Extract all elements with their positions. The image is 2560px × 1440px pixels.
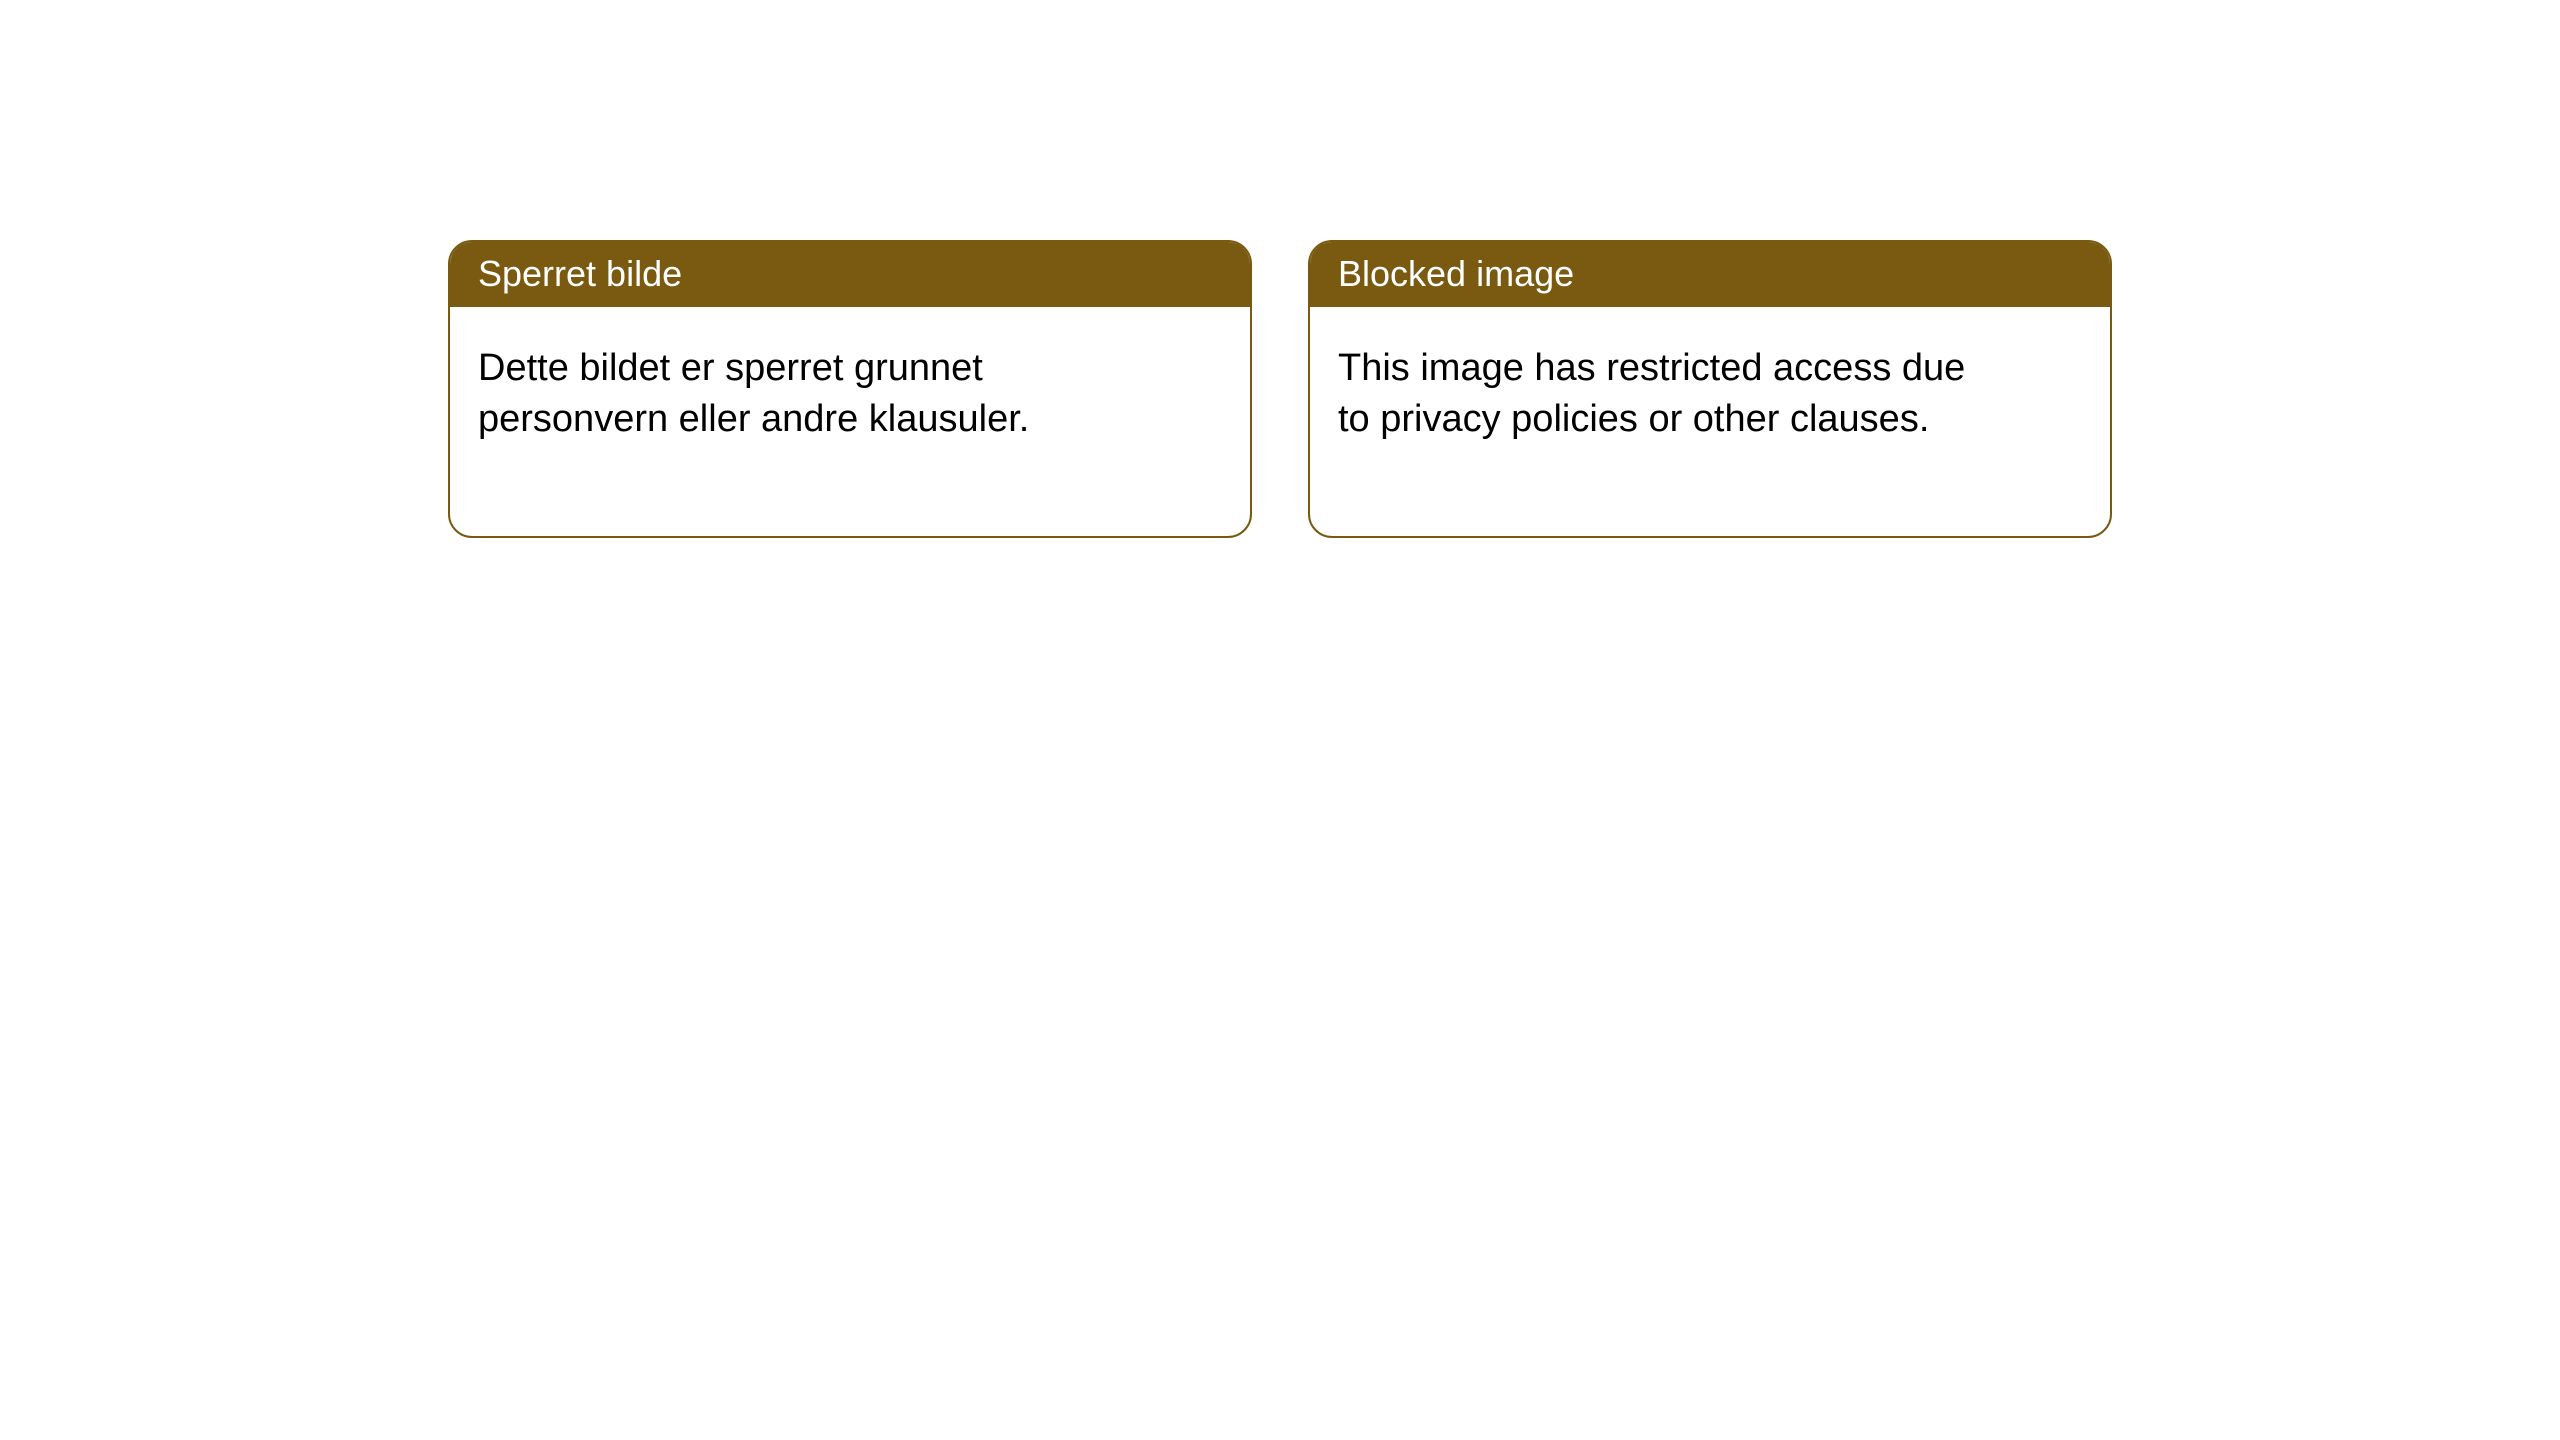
notice-body-norwegian: Dette bildet er sperret grunnet personve… <box>450 307 1150 536</box>
notice-card-norwegian: Sperret bilde Dette bildet er sperret gr… <box>448 240 1252 538</box>
notice-title-english: Blocked image <box>1310 242 2110 307</box>
notice-card-english: Blocked image This image has restricted … <box>1308 240 2112 538</box>
notice-container: Sperret bilde Dette bildet er sperret gr… <box>0 0 2560 538</box>
notice-title-norwegian: Sperret bilde <box>450 242 1250 307</box>
notice-body-english: This image has restricted access due to … <box>1310 307 2010 536</box>
